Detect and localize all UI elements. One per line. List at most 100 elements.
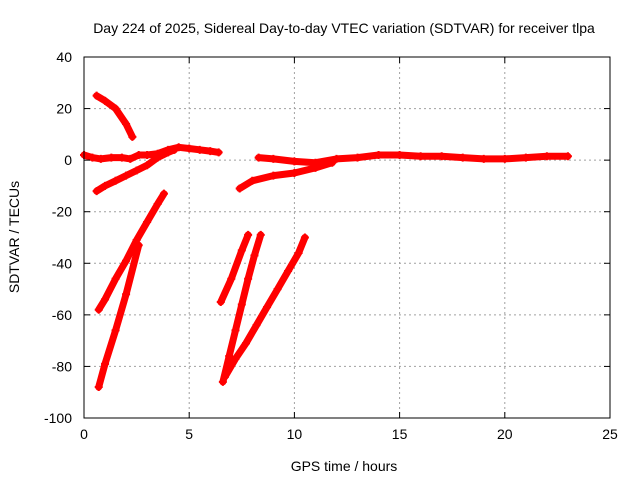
data-point <box>300 233 309 242</box>
data-point <box>153 199 162 208</box>
x-tick-label: 10 <box>287 426 303 442</box>
data-point <box>94 305 103 314</box>
data-point <box>132 166 141 175</box>
y-tick-label: 40 <box>56 49 72 65</box>
data-point <box>122 171 131 180</box>
data-point <box>284 267 293 276</box>
data-point <box>206 147 215 156</box>
data-point <box>250 251 259 260</box>
data-point <box>128 132 137 141</box>
plot-frame <box>83 56 611 419</box>
x-axis-label: GPS time / hours <box>291 458 398 474</box>
series-4 <box>94 241 143 392</box>
y-tick-label: -60 <box>52 307 72 323</box>
series-trail <box>255 151 572 167</box>
data-point <box>92 187 101 196</box>
grid-lines <box>84 57 610 418</box>
data-point <box>220 372 229 381</box>
data-point <box>195 145 204 154</box>
data-point <box>101 359 110 368</box>
data-point <box>214 148 223 157</box>
data-point <box>235 184 244 193</box>
axis-ticks: 0 5 10 15 20 25 40 20 0 -20 -40 -60 -80 -100 <box>44 49 618 442</box>
series-5 <box>216 230 253 306</box>
data-point <box>244 230 253 239</box>
y-tick-label: 0 <box>64 152 72 168</box>
data-point <box>94 383 103 392</box>
x-tick-label: 0 <box>80 426 88 442</box>
series-7 <box>220 233 309 381</box>
series-trail <box>217 231 252 306</box>
data-point <box>542 152 551 161</box>
chart-title: Day 224 of 2025, Sidereal Day-to-day VTE… <box>93 20 595 36</box>
data-point <box>117 153 126 162</box>
data-point <box>237 300 246 309</box>
data-point <box>437 152 446 161</box>
data-point <box>153 153 162 162</box>
data-point <box>111 274 120 283</box>
data-point <box>290 169 299 178</box>
data-point <box>242 339 251 348</box>
data-point <box>101 96 110 105</box>
data-point <box>225 352 234 361</box>
series-trail <box>93 92 136 141</box>
data-point <box>269 154 278 163</box>
data-point <box>416 152 425 161</box>
data-point <box>88 153 97 162</box>
data-point <box>353 153 362 162</box>
data-point <box>111 326 120 335</box>
y-tick-label: -80 <box>52 358 72 374</box>
data-point <box>122 256 131 265</box>
data-point <box>248 176 257 185</box>
series-trail <box>95 190 168 314</box>
data-point <box>231 326 240 335</box>
data-point <box>395 150 404 159</box>
data-point <box>159 189 168 198</box>
series-8 <box>235 158 337 193</box>
x-tick-label: 5 <box>185 426 193 442</box>
data-point <box>143 150 152 159</box>
series-6 <box>218 230 265 386</box>
data-point <box>126 154 135 163</box>
y-axis-label: SDTVAR / TECUs <box>6 181 22 293</box>
series-9 <box>254 150 572 167</box>
data-point <box>143 218 152 227</box>
data-point <box>479 154 488 163</box>
x-tick-label: 15 <box>392 426 408 442</box>
series-layer <box>80 91 572 392</box>
y-tick-label: -100 <box>44 410 72 426</box>
data-point <box>96 154 105 163</box>
data-point <box>92 91 101 100</box>
data-point <box>252 321 261 330</box>
data-point <box>237 246 246 255</box>
data-point <box>500 154 509 163</box>
y-tick-label: 20 <box>56 101 72 117</box>
data-point <box>185 144 194 153</box>
data-point <box>332 154 341 163</box>
data-point <box>231 354 240 363</box>
series-3 <box>94 189 168 314</box>
data-point <box>170 145 179 154</box>
data-point <box>227 274 236 283</box>
data-point <box>263 303 272 312</box>
data-point <box>164 148 173 157</box>
data-point <box>256 230 265 239</box>
data-point <box>374 150 383 159</box>
data-point <box>111 104 120 113</box>
series-2 <box>92 145 179 196</box>
data-point <box>244 274 253 283</box>
data-point <box>563 152 572 161</box>
data-point <box>273 285 282 294</box>
data-point <box>101 295 110 304</box>
data-point <box>521 153 530 162</box>
y-tick-label: -20 <box>52 204 72 220</box>
data-point <box>101 181 110 190</box>
data-point <box>290 157 299 166</box>
data-point <box>311 158 320 167</box>
data-point <box>143 161 152 170</box>
x-tick-label: 20 <box>497 426 513 442</box>
data-point <box>134 150 143 159</box>
series-trail <box>236 159 336 192</box>
data-point <box>294 248 303 257</box>
